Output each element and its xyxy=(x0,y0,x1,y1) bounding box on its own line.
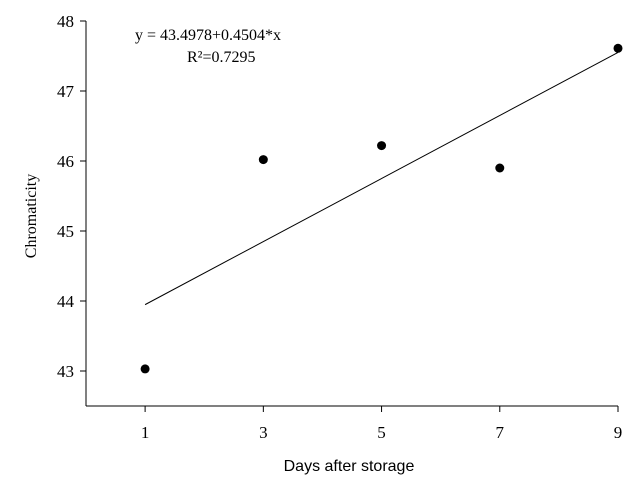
x-tick-label: 5 xyxy=(377,423,386,442)
r-squared-label: R²=0.7295 xyxy=(187,49,256,66)
x-tick-label: 1 xyxy=(141,423,150,442)
data-point xyxy=(377,141,387,151)
data-point xyxy=(140,364,150,374)
data-points xyxy=(140,43,623,374)
x-tick-label: 7 xyxy=(496,423,505,442)
y-tick-label: 45 xyxy=(57,222,74,241)
x-tick-label: 3 xyxy=(259,423,268,442)
data-point xyxy=(613,43,623,53)
trend-line xyxy=(144,51,619,306)
y-axis-title: Chromaticity xyxy=(23,174,40,258)
y-axis-ticks: 43 44 45 46 47 48 xyxy=(57,12,86,381)
y-tick-label: 48 xyxy=(57,12,74,31)
x-axis-ticks: 1 3 5 7 9 xyxy=(141,406,622,442)
data-point xyxy=(258,155,268,165)
y-tick-label: 47 xyxy=(57,82,75,101)
data-point xyxy=(495,163,505,173)
x-axis-title: Days after storage xyxy=(284,458,415,475)
y-tick-label: 43 xyxy=(57,362,74,381)
regression-equation: y = 43.4978+0.4504*x xyxy=(135,27,281,44)
x-tick-label: 9 xyxy=(614,423,623,442)
y-tick-label: 46 xyxy=(57,152,74,171)
plot-area xyxy=(85,21,618,407)
y-tick-label: 44 xyxy=(57,292,75,311)
